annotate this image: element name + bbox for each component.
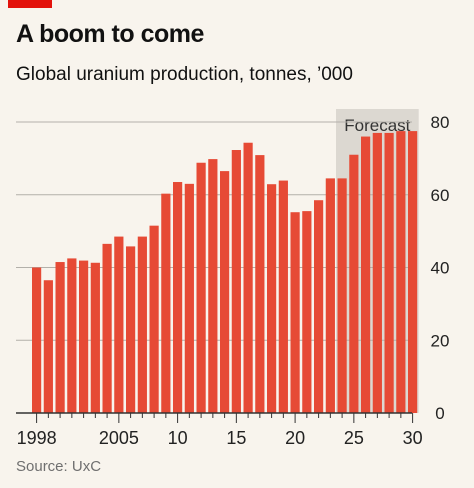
x-tick-label: 1998 bbox=[17, 428, 57, 448]
bar-2009 bbox=[161, 194, 170, 413]
bar-2004 bbox=[103, 244, 112, 413]
x-tick-label: 15 bbox=[226, 428, 246, 448]
bar-2005 bbox=[114, 237, 123, 413]
bar-2019 bbox=[279, 181, 288, 413]
x-tick-label: 25 bbox=[344, 428, 364, 448]
bar-1998 bbox=[32, 268, 41, 414]
bar-2010 bbox=[173, 182, 182, 413]
bar-2000 bbox=[56, 262, 65, 413]
bar-2029 bbox=[396, 131, 405, 413]
x-tick-label: 2005 bbox=[99, 428, 139, 448]
x-tick-label: 30 bbox=[403, 428, 423, 448]
bar-2002 bbox=[79, 261, 88, 413]
bar-2022 bbox=[314, 200, 323, 413]
y-tick-label: 80 bbox=[431, 113, 450, 132]
bar-2021 bbox=[302, 211, 311, 413]
bar-2023 bbox=[326, 178, 335, 413]
bar-2017 bbox=[255, 155, 264, 413]
y-tick-label: 40 bbox=[431, 259, 450, 278]
bar-2025 bbox=[349, 155, 358, 413]
x-tick-label: 10 bbox=[168, 428, 188, 448]
bar-2011 bbox=[185, 184, 194, 413]
bar-2015 bbox=[232, 150, 241, 413]
y-tick-label: 0 bbox=[435, 404, 444, 423]
source-note: Source: UxC bbox=[16, 458, 101, 475]
chart-title: A boom to come bbox=[16, 20, 204, 49]
bar-2006 bbox=[126, 246, 135, 413]
bar-2026 bbox=[361, 137, 370, 413]
chart-subtitle: Global uranium production, tonnes, ’000 bbox=[16, 64, 353, 86]
bar-2030 bbox=[408, 131, 417, 413]
bar-2024 bbox=[338, 178, 347, 413]
bar-2028 bbox=[385, 133, 394, 413]
bar-1999 bbox=[44, 280, 53, 413]
bar-2012 bbox=[197, 163, 206, 413]
bar-2014 bbox=[220, 171, 229, 413]
bar-2027 bbox=[373, 133, 382, 413]
bar-2001 bbox=[67, 258, 76, 413]
bar-2003 bbox=[91, 263, 100, 413]
bar-2018 bbox=[267, 184, 276, 413]
y-tick-label: 20 bbox=[431, 331, 450, 350]
bar-2020 bbox=[291, 212, 300, 413]
x-tick-label: 20 bbox=[285, 428, 305, 448]
y-tick-label: 60 bbox=[431, 186, 450, 205]
bar-2013 bbox=[208, 159, 217, 413]
bar-2007 bbox=[138, 237, 147, 413]
bar-2016 bbox=[244, 143, 253, 413]
brand-red-tag bbox=[8, 0, 52, 8]
bar-2008 bbox=[150, 226, 159, 413]
